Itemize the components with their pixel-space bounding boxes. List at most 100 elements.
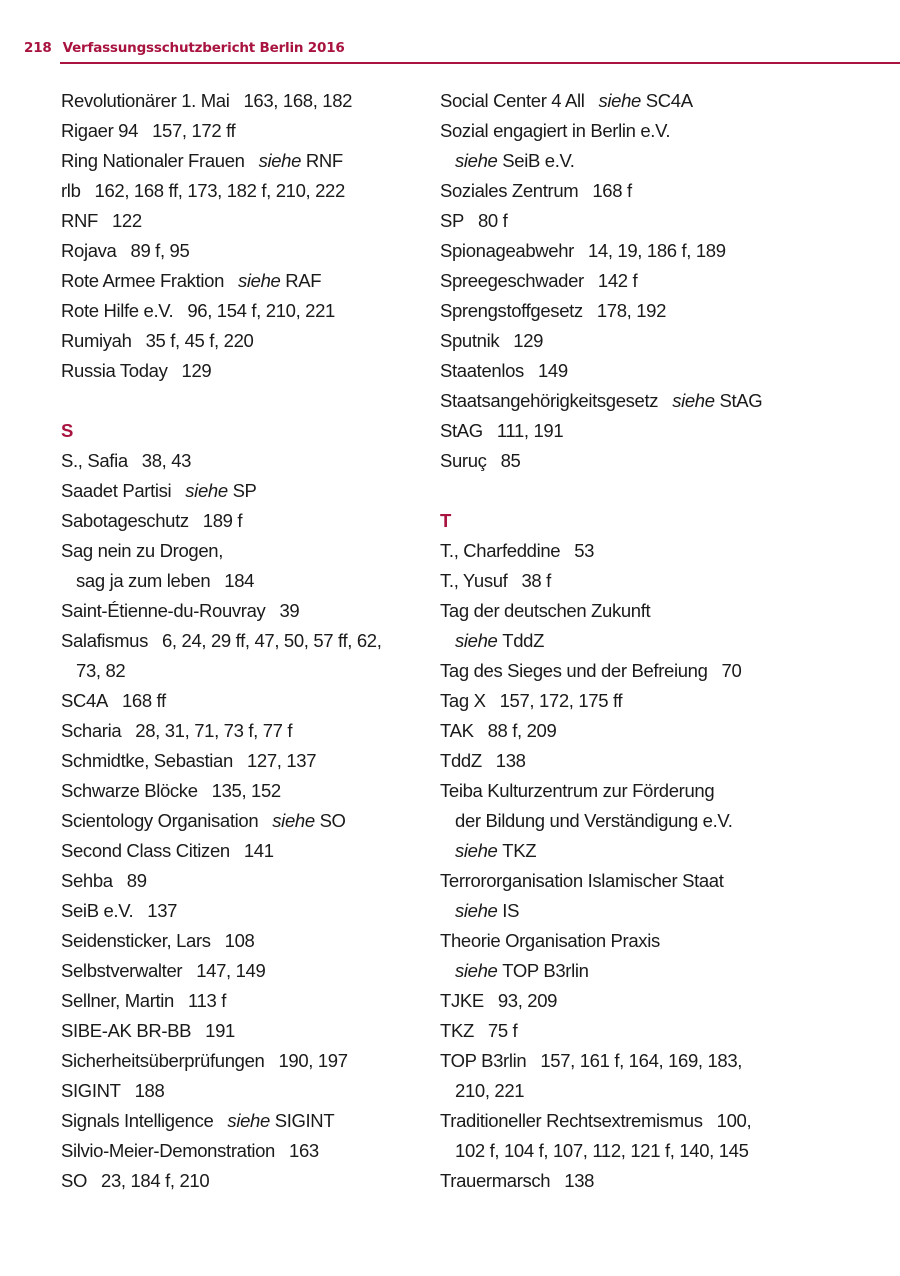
entry-term: Rojava (61, 240, 117, 261)
see-reference-label: siehe (455, 630, 503, 651)
entry-term: der Bildung und Verständigung e.V. (455, 810, 733, 831)
see-reference-label: siehe (272, 810, 320, 831)
index-entry: Trauermarsch 138 (440, 1166, 860, 1196)
see-reference-label: siehe (238, 270, 286, 291)
index-entry: T., Charfeddine 53 (440, 536, 860, 566)
index-entry: S., Safia 38, 43 (61, 446, 481, 476)
see-reference-target: SeiB e.V. (502, 150, 575, 171)
index-entry-continuation: 73, 82 (61, 656, 481, 686)
entry-term: Sputnik (440, 330, 500, 351)
see-reference-label: siehe (455, 840, 503, 861)
index-entry: Scientology Organisation siehe SO (61, 806, 481, 836)
index-entry: Sozial engagiert in Berlin e.V. (440, 116, 860, 146)
index-entry: Social Center 4 All siehe SC4A (440, 86, 860, 116)
entry-pages: 138 (495, 750, 526, 771)
entry-pages: 6, 24, 29 ff, 47, 50, 57 ff, 62, (161, 630, 382, 651)
entry-pages: 14, 19, 186 f, 189 (587, 240, 726, 261)
entry-pages: 38 f (521, 570, 551, 591)
entry-pages: 80 f (477, 210, 508, 231)
entry-term: Sellner, Martin (61, 990, 174, 1011)
entry-pages: 89 (126, 870, 147, 891)
entry-term: Sozial engagiert in Berlin e.V. (440, 120, 671, 141)
index-entry: Suruç 85 (440, 446, 860, 476)
entry-term: Second Class Citizen (61, 840, 230, 861)
entry-term: Scharia (61, 720, 122, 741)
see-reference-target: RNF (305, 150, 343, 171)
entry-term: Schwarze Blöcke (61, 780, 198, 801)
index-entry: Sicherheitsüberprüfungen 190, 197 (61, 1046, 481, 1076)
index-entry: Salafismus 6, 24, 29 ff, 47, 50, 57 ff, 6… (61, 626, 481, 656)
entry-term: Social Center 4 All (440, 90, 585, 111)
entry-pages: 88 f, 209 (487, 720, 557, 741)
entry-pages: 122 (111, 210, 142, 231)
entry-pages: 137 (147, 900, 178, 921)
entry-term: SIBE-AK BR-BB (61, 1020, 192, 1041)
index-entry: Sputnik 129 (440, 326, 860, 356)
entry-term: Sehba (61, 870, 113, 891)
index-entry: Silvio-Meier-Demonstration 163 (61, 1136, 481, 1166)
entry-term: Spreegeschwader (440, 270, 584, 291)
entry-pages: 163, 168, 182 (243, 90, 353, 111)
entry-term: RNF (61, 210, 98, 231)
entry-pages: 157, 172, 175 ff (499, 690, 623, 711)
section-letter-heading: T (440, 510, 451, 531)
index-entry: Sabotageschutz 189 f (61, 506, 481, 536)
index-entry: StAG 111, 191 (440, 416, 860, 446)
entry-term: Soziales Zentrum (440, 180, 579, 201)
entry-term: 102 f, 104 f, 107, 112, 121 f, 140, 145 (455, 1140, 749, 1161)
index-entry: RNF 122 (61, 206, 481, 236)
entry-term: SeiB e.V. (61, 900, 134, 921)
index-entry: Rumiyah 35 f, 45 f, 220 (61, 326, 481, 356)
entry-term: Tag des Sieges und der Befreiung (440, 660, 708, 681)
entry-pages: 163 (289, 1140, 319, 1161)
index-entry: Staatsangehörigkeitsgesetz siehe StAG (440, 386, 860, 416)
index-entry: Signals Intelligence siehe SIGINT (61, 1106, 481, 1136)
entry-term: SP (440, 210, 464, 231)
entry-pages: 138 (564, 1170, 595, 1191)
index-entry: Rote Armee Fraktion siehe RAF (61, 266, 481, 296)
entry-term: Sabotageschutz (61, 510, 189, 531)
index-entry: Selbstverwalter 147, 149 (61, 956, 481, 986)
entry-term: Trauermarsch (440, 1170, 551, 1191)
entry-pages: 157, 172 ff (152, 120, 236, 141)
see-reference-label: siehe (227, 1110, 275, 1131)
entry-term: Rote Armee Fraktion (61, 270, 225, 291)
index-entry: Spionageabwehr 14, 19, 186 f, 189 (440, 236, 860, 266)
see-reference-target: SIGINT (274, 1110, 335, 1131)
see-reference-label: siehe (455, 900, 503, 921)
entry-term: Selbstverwalter (61, 960, 183, 981)
entry-term: Scientology Organisation (61, 810, 259, 831)
header-rule (60, 62, 900, 64)
index-entry-continuation: der Bildung und Verständigung e.V. (440, 806, 860, 836)
index-entry: Rigaer 94 157, 172 ff (61, 116, 481, 146)
entry-pages: 178, 192 (596, 300, 667, 321)
entry-term: Revolutionärer 1. Mai (61, 90, 230, 111)
entry-term: Spionageabwehr (440, 240, 574, 261)
index-entry-continuation: 102 f, 104 f, 107, 112, 121 f, 140, 145 (440, 1136, 860, 1166)
index-entry: Rote Hilfe e.V. 96, 154 f, 210, 221 (61, 296, 481, 326)
index-entry: TAK 88 f, 209 (440, 716, 860, 746)
index-entry: T., Yusuf 38 f (440, 566, 860, 596)
index-entry: Spreegeschwader 142 f (440, 266, 860, 296)
index-column-right: Social Center 4 All siehe SC4A Sozial enga… (440, 86, 860, 1196)
see-reference-label: siehe (455, 150, 503, 171)
index-entry: Sehba 89 (61, 866, 481, 896)
index-entry: Schwarze Blöcke 135, 152 (61, 776, 481, 806)
index-entry: Terrororganisation Islamischer Staat (440, 866, 860, 896)
see-reference-label: siehe (185, 480, 233, 501)
index-entry: SC4A 168 ff (61, 686, 481, 716)
entry-term: Saint-Étienne-du-Rouvray (61, 600, 266, 621)
section-letter-heading: S (61, 420, 73, 441)
entry-term: TJKE (440, 990, 484, 1011)
index-entry: rlb 162, 168 ff, 173, 182 f, 210, 222 (61, 176, 481, 206)
index-entry: Scharia 28, 31, 71, 73 f, 77 f (61, 716, 481, 746)
blank-line (61, 386, 481, 416)
publication-title: Verfassungsschutzbericht Berlin 2016 (62, 40, 345, 56)
entry-term: SC4A (61, 690, 108, 711)
index-entry: Staatenlos 149 (440, 356, 860, 386)
entry-pages: 127, 137 (246, 750, 317, 771)
index-entry: TddZ 138 (440, 746, 860, 776)
index-entry: Revolutionärer 1. Mai 163, 168, 182 (61, 86, 481, 116)
entry-term: Theorie Organisation Praxis (440, 930, 660, 951)
see-reference-target: SO (319, 810, 346, 831)
